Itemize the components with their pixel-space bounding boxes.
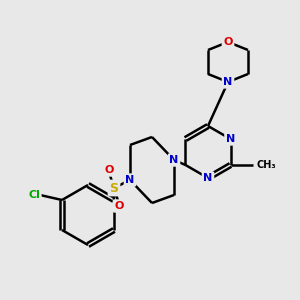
Text: O: O xyxy=(114,201,124,211)
Text: N: N xyxy=(226,134,235,144)
Text: N: N xyxy=(125,175,135,185)
Text: O: O xyxy=(223,37,233,47)
Text: Cl: Cl xyxy=(28,190,40,200)
Text: S: S xyxy=(110,182,118,194)
Text: O: O xyxy=(104,165,114,175)
Text: CH₃: CH₃ xyxy=(256,160,276,170)
Text: N: N xyxy=(203,173,213,183)
Text: N: N xyxy=(224,77,232,87)
Text: N: N xyxy=(169,155,178,165)
